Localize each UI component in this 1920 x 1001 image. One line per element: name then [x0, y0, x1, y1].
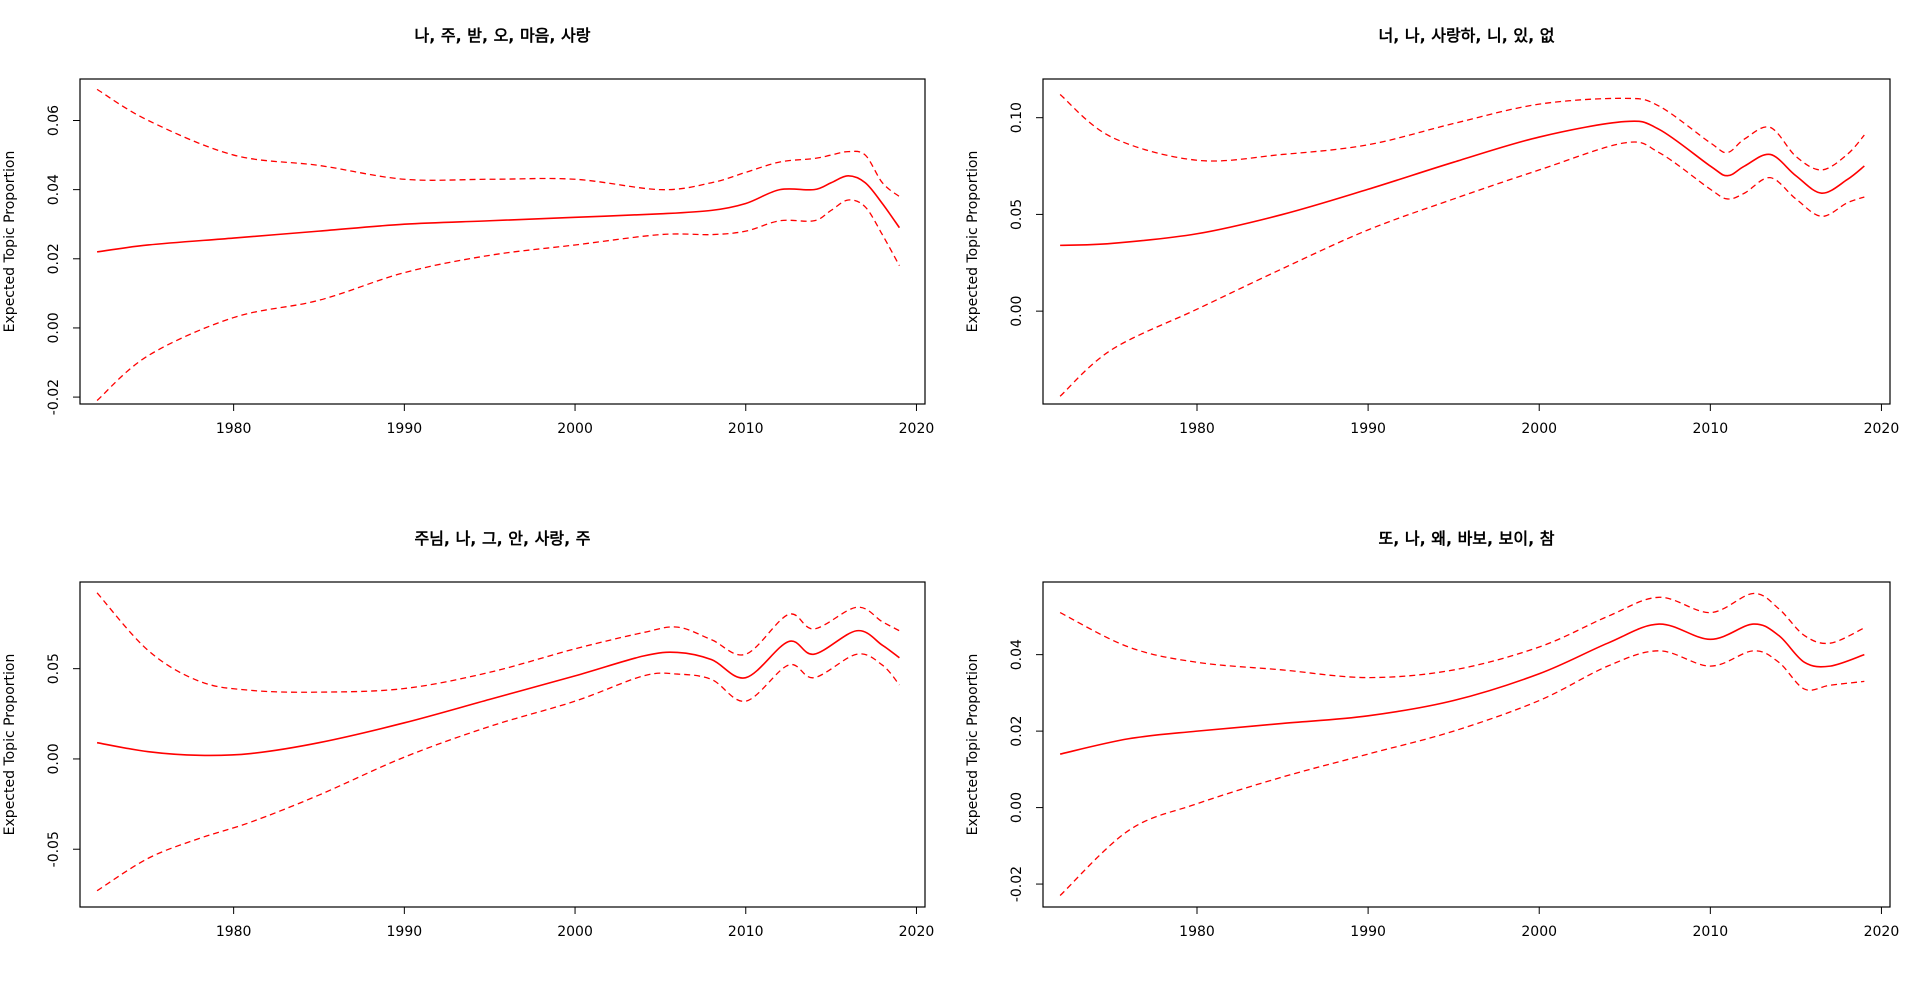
series-upper	[1059, 93, 1865, 171]
chart-title: 또, 나, 왜, 바보, 보이, 참	[1378, 529, 1554, 548]
x-tick-label: 1990	[387, 421, 423, 437]
y-axis-label: Expected Topic Proportion	[2, 654, 18, 836]
x-tick-label: 2020	[899, 421, 935, 437]
series-upper	[1059, 592, 1865, 679]
x-tick-label: 2010	[1693, 421, 1729, 437]
x-tick-label: 2020	[899, 924, 935, 940]
y-tick-label: 0.00	[46, 743, 62, 774]
chart-title: 주님, 나, 그, 안, 사랑, 주	[414, 529, 590, 548]
series-lower	[1059, 650, 1865, 897]
y-tick-label: 0.00	[46, 312, 62, 343]
y-axis-label: Expected Topic Proportion	[965, 151, 981, 333]
y-tick-label: 0.05	[1009, 199, 1025, 230]
y-tick-label: 0.02	[1009, 716, 1025, 747]
y-axis-label: Expected Topic Proportion	[2, 151, 18, 333]
x-tick-label: 1980	[216, 421, 252, 437]
x-tick-label: 2010	[728, 421, 764, 437]
x-tick-label: 1980	[1179, 421, 1215, 437]
y-tick-label: 0.02	[46, 243, 62, 274]
chart-panel-3: 주님, 나, 그, 안, 사랑, 주 Expected Topic Proport…	[2, 529, 934, 940]
x-tick-label: 2000	[557, 421, 593, 437]
y-tick-label: 0.10	[1009, 102, 1025, 133]
x-tick-label: 1990	[1350, 924, 1386, 940]
chart-panel-4: 또, 나, 왜, 바보, 보이, 참 Expected Topic Proport…	[965, 529, 1899, 940]
y-tick-label: -0.05	[46, 831, 62, 867]
x-tick-label: 1990	[387, 924, 423, 940]
series-lower	[96, 199, 900, 402]
chart-panel-2: 너, 나, 사랑하, 니, 있, 없 Expected Topic Proport…	[965, 26, 1899, 437]
chart-panel-1: 나, 주, 받, 오, 마음, 사랑 Expected Topic Proport…	[2, 26, 934, 437]
x-tick-label: 1980	[1179, 924, 1215, 940]
x-tick-label: 2000	[1521, 421, 1557, 437]
x-tick-label: 2020	[1864, 421, 1900, 437]
x-tick-label: 1990	[1350, 421, 1386, 437]
series-mean	[1060, 120, 1865, 247]
y-tick-label: 0.05	[46, 653, 62, 684]
series-lower	[96, 653, 900, 892]
y-tick-label: 0.04	[1009, 639, 1025, 670]
series-mean	[1059, 623, 1865, 755]
y-tick-label: 0.04	[46, 174, 62, 205]
x-tick-label: 2010	[728, 924, 764, 940]
y-tick-label: 0.06	[46, 105, 62, 136]
series-upper	[96, 88, 900, 198]
y-tick-label: -0.02	[46, 379, 62, 415]
y-tick-label: -0.02	[1009, 866, 1025, 902]
x-tick-label: 2010	[1693, 924, 1729, 940]
y-axis-label: Expected Topic Proportion	[965, 654, 981, 836]
chart-title: 나, 주, 받, 오, 마음, 사랑	[414, 26, 590, 45]
series-mean	[96, 629, 900, 757]
series-mean	[96, 175, 901, 253]
x-tick-label: 1980	[216, 924, 252, 940]
chart-title: 너, 나, 사랑하, 니, 있, 없	[1378, 26, 1554, 45]
y-tick-label: 0.00	[1009, 296, 1025, 327]
y-tick-label: 0.00	[1009, 792, 1025, 823]
x-tick-label: 2020	[1864, 924, 1900, 940]
x-tick-label: 2000	[557, 924, 593, 940]
x-tick-label: 2000	[1521, 924, 1557, 940]
series-upper	[96, 592, 900, 693]
